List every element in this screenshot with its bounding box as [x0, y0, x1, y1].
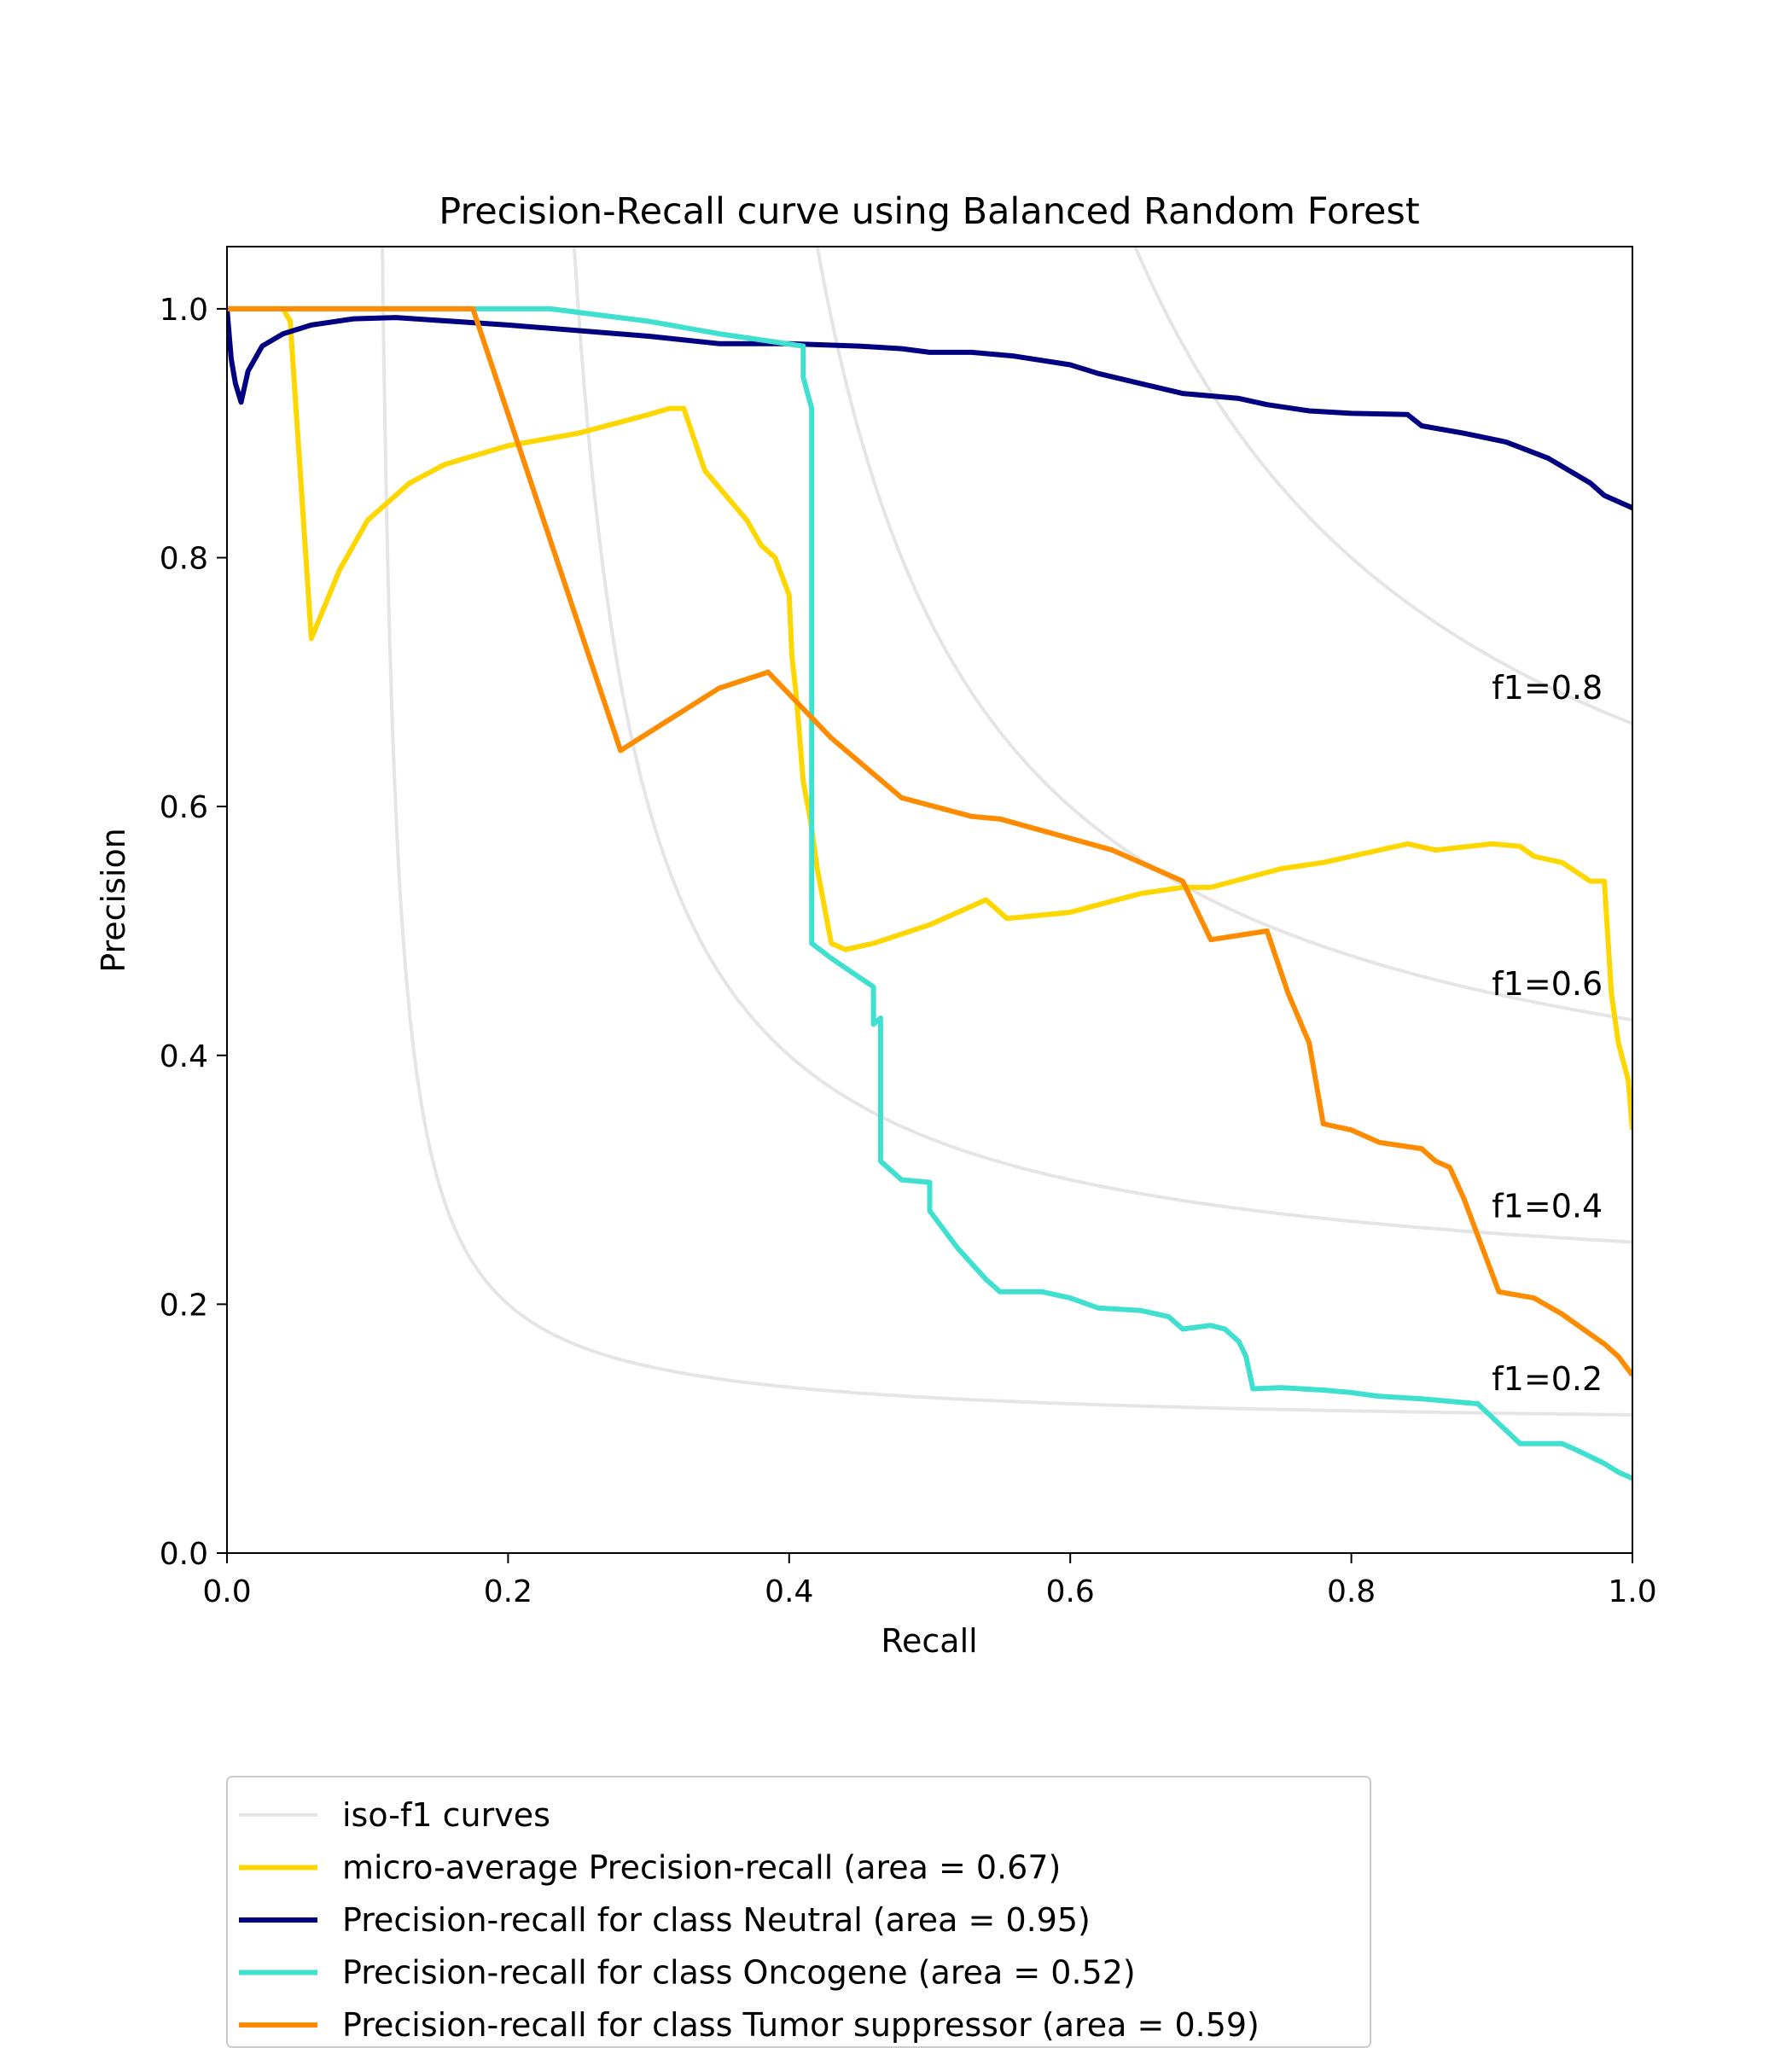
x-tick-label: 0.6 — [1046, 1574, 1095, 1609]
y-tick-label: 0.0 — [160, 1537, 208, 1572]
plot-frame — [226, 246, 1633, 1554]
iso-f1-label-layer: f1=0.2 f1=0.4 f1=0.6 f1=0.8 — [1492, 669, 1603, 1398]
y-tick-label: 0.4 — [160, 1039, 208, 1074]
iso-f1-label: f1=0.2 — [1492, 1360, 1603, 1398]
y-tick-label: 1.0 — [160, 293, 208, 328]
legend-label: Precision-recall for class Neutral (area… — [342, 1901, 1091, 1939]
x-tick-label: 0.2 — [484, 1574, 532, 1609]
legend-label: Precision-recall for class Oncogene (are… — [342, 1954, 1136, 1992]
iso-f1-curve — [1133, 247, 1632, 725]
x-tick-label: 0.8 — [1327, 1574, 1376, 1609]
iso-f1-curve — [381, 247, 1632, 1417]
legend-label: micro-average Precision-recall (area = 0… — [342, 1849, 1061, 1887]
legend: iso-f1 curves micro-average Precision-rec… — [226, 1776, 1371, 2048]
iso-f1-label: f1=0.8 — [1492, 669, 1603, 707]
legend-frame — [226, 1776, 1371, 2048]
x-tick-label: 0.0 — [202, 1574, 251, 1609]
iso-f1-label: f1=0.6 — [1492, 965, 1603, 1003]
y-tick-label: 0.6 — [160, 790, 208, 825]
series-layer — [227, 305, 1632, 1481]
x-axis-label: Recall — [881, 1622, 977, 1660]
chart-title: Precision-Recall curve using Balanced Ra… — [439, 190, 1419, 233]
iso-f1-label: f1=0.4 — [1492, 1187, 1603, 1225]
axis-layer: 0.0 0.2 0.4 0.6 0.8 1.0 0.0 0.2 0.4 0.6 0.8 1.0 — [160, 293, 1657, 1609]
x-tick-label: 0.4 — [765, 1574, 813, 1609]
iso-f1-curve — [572, 247, 1632, 1244]
series-line — [227, 305, 1632, 1377]
x-tick-label: 1.0 — [1608, 1574, 1656, 1609]
y-axis-label: Precision — [95, 828, 132, 973]
y-tick-label: 0.8 — [160, 542, 208, 577]
series-line — [227, 308, 1632, 510]
legend-label: iso-f1 curves — [342, 1796, 550, 1834]
legend-label: Precision-recall for class Tumor suppres… — [342, 2006, 1260, 2044]
y-tick-label: 0.2 — [160, 1288, 208, 1323]
series-line — [227, 305, 1632, 1131]
series-line — [227, 305, 1632, 1481]
